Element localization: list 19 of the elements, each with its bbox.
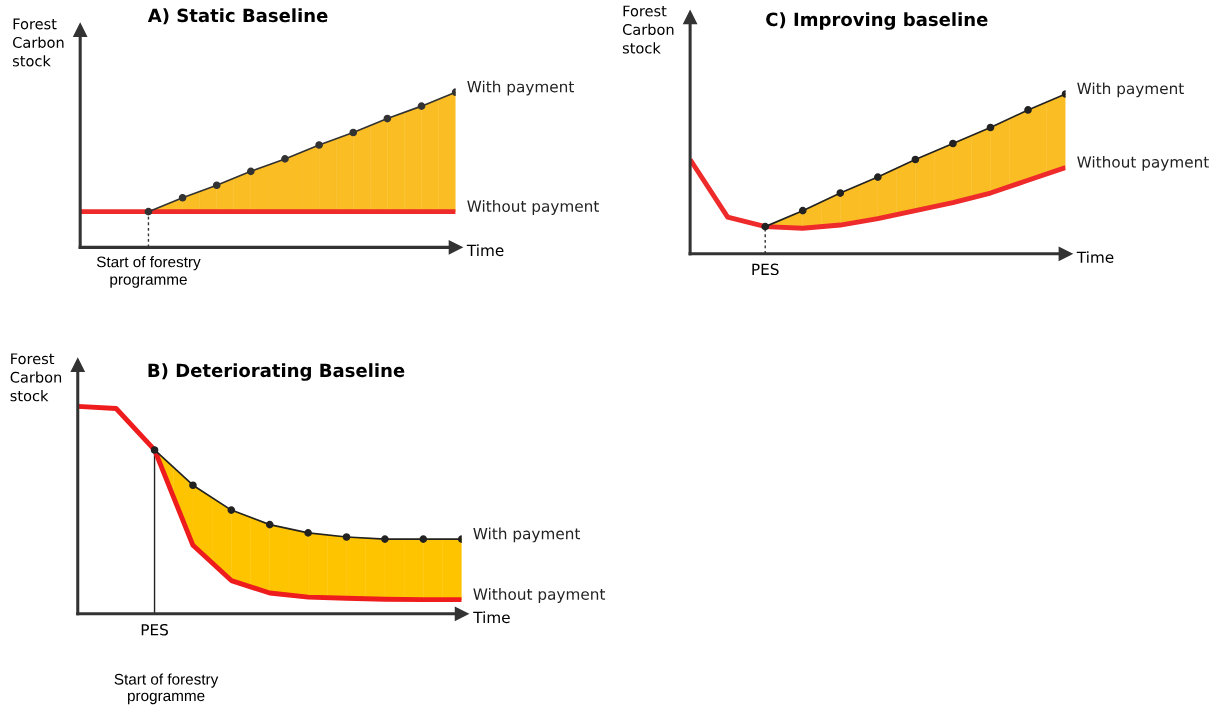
y-axis-title: Forest Carbon stock [12, 18, 64, 67]
series-label: With payment [473, 527, 581, 543]
y-axis-title: Forest Carbon stock [622, 5, 674, 54]
text: PES [752, 263, 779, 276]
y-axis-title: Forest Carbon stock [10, 353, 62, 402]
series-label: With payment [1077, 82, 1184, 98]
text: Start of forestry programme [114, 673, 219, 705]
x-axis-title: Time [466, 244, 504, 257]
chart-title: B) Deteriorating Baseline [148, 363, 405, 381]
x-axis-title: Time [1076, 251, 1114, 263]
chart-title: A) Static Baseline [147, 8, 328, 25]
series-label: With payment [467, 80, 574, 96]
series-label: Without payment [467, 200, 599, 215]
text: PES [141, 623, 168, 636]
series-label: Without payment [473, 588, 606, 603]
text: Start of forestry programme [96, 256, 201, 288]
x-axis-title: Time [473, 611, 510, 624]
chart-title: C) Improving baseline [766, 12, 988, 30]
series-label: Without payment [1077, 155, 1209, 171]
